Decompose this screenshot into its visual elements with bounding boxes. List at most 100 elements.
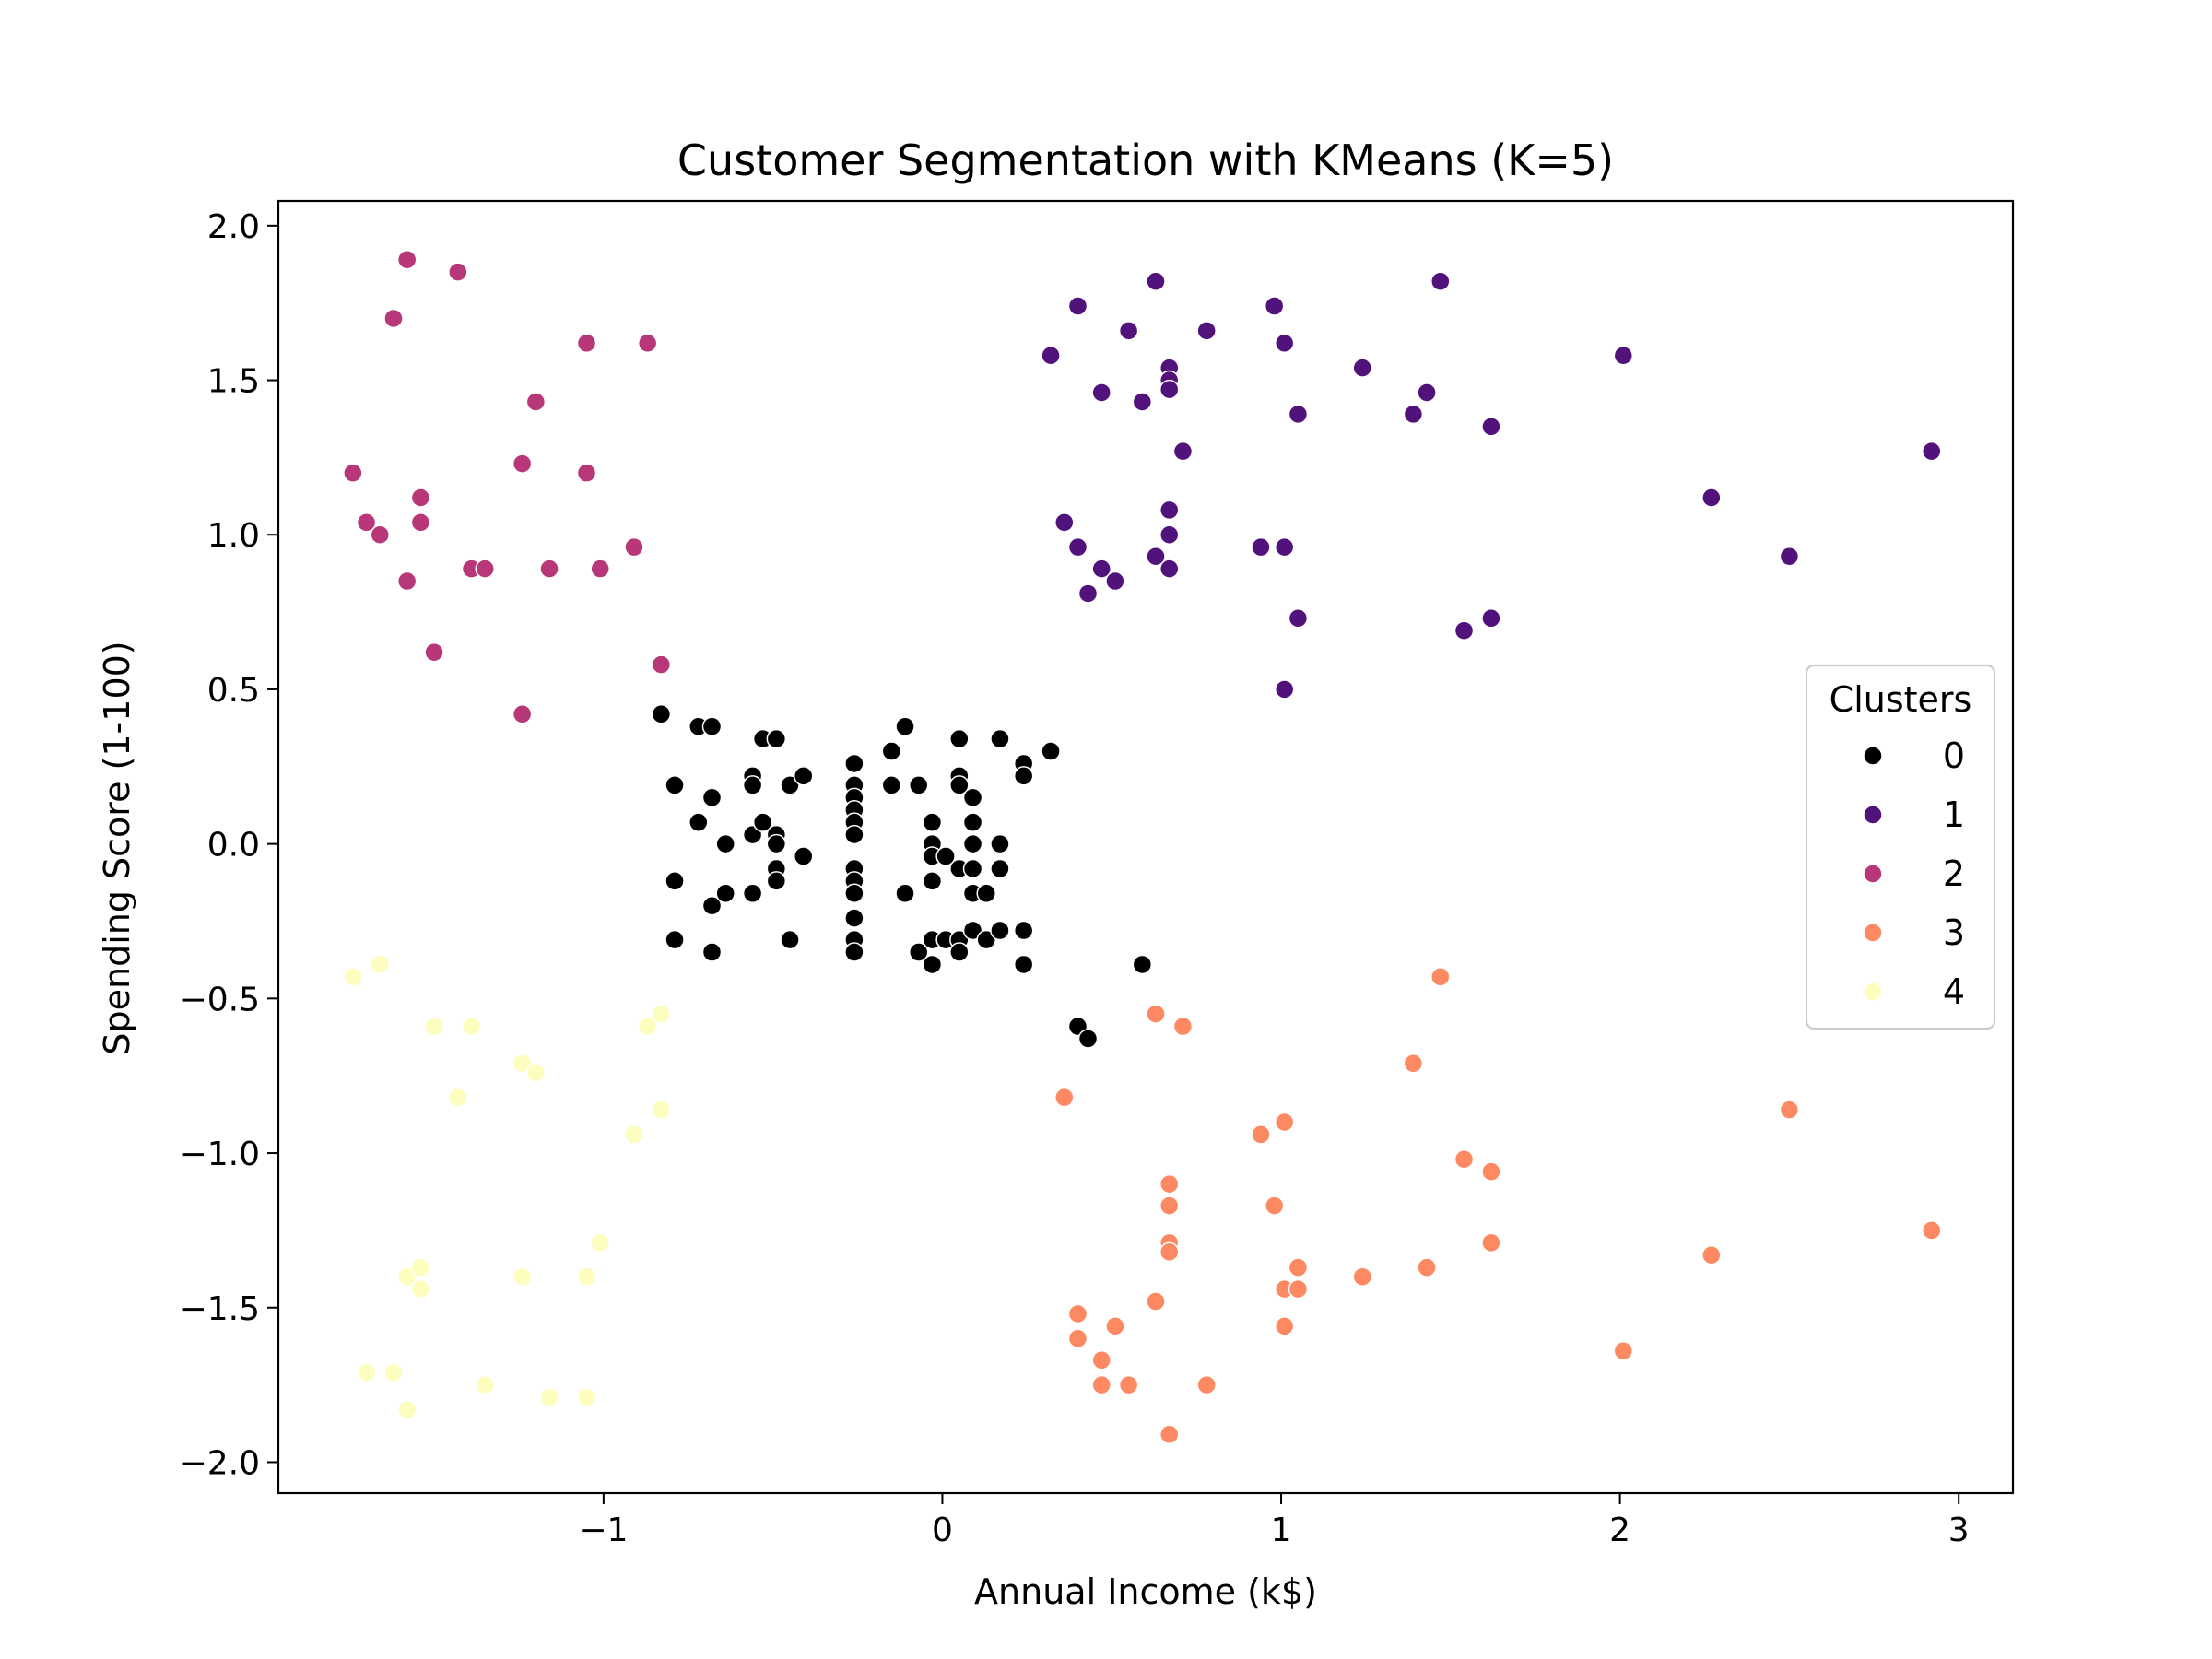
scatter-point-cluster-3 [1481, 1232, 1501, 1253]
scatter-point-cluster-1 [1288, 608, 1309, 629]
scatter-point-cluster-1 [1159, 559, 1180, 579]
scatter-point-cluster-0 [780, 929, 800, 950]
scatter-point-cluster-0 [780, 775, 800, 795]
scatter-point-cluster-3 [1701, 1244, 1722, 1265]
scatter-point-cluster-0 [844, 908, 865, 928]
scatter-point-cluster-0 [1013, 766, 1034, 786]
scatter-point-cluster-0 [922, 954, 943, 975]
scatter-point-cluster-1 [1274, 536, 1295, 558]
scatter-point-cluster-2 [343, 463, 363, 483]
scatter-point-cluster-0 [881, 775, 902, 795]
legend-label: 2 [1943, 853, 1965, 894]
scatter-point-cluster-1 [1041, 345, 1061, 366]
scatter-point-cluster-0 [701, 716, 723, 736]
scatter-point-cluster-2 [637, 333, 658, 354]
scatter-point-cluster-1 [1054, 512, 1075, 533]
scatter-point-cluster-3 [1146, 1004, 1166, 1024]
scatter-point-cluster-2 [370, 524, 391, 545]
scatter-point-cluster-4 [539, 1387, 559, 1407]
y-tick-label: 1.0 [207, 517, 260, 555]
scatter-point-cluster-2 [396, 571, 418, 592]
scatter-point-cluster-0 [793, 846, 814, 866]
scatter-point-cluster-3 [1159, 1173, 1180, 1194]
x-tick-label: 3 [1948, 1512, 1970, 1549]
scatter-point-cluster-3 [1146, 1291, 1166, 1312]
scatter-point-cluster-1 [1077, 583, 1099, 604]
scatter-point-cluster-0 [1041, 741, 1061, 761]
legend-label: 3 [1943, 912, 1965, 953]
scatter-point-cluster-0 [962, 920, 983, 941]
y-tick-label: −2.0 [180, 1444, 260, 1482]
scatter-point-cluster-3 [1159, 1241, 1180, 1263]
scatter-point-cluster-2 [576, 463, 597, 483]
y-axis-ticks: 2.0 1.5 1.0 0.5 0.0 −0.5 −1.0 −1.5 −2.0 [180, 208, 278, 1482]
scatter-point-cluster-4 [356, 1362, 377, 1382]
scatter-point-cluster-0 [962, 833, 983, 854]
legend-label: 4 [1943, 971, 1965, 1012]
scatter-point-cluster-1 [1146, 271, 1166, 291]
x-axis-label: Annual Income (k$) [974, 1571, 1317, 1612]
scatter-point-cluster-2 [424, 641, 444, 663]
x-tick-label: 2 [1609, 1512, 1630, 1549]
scatter-point-cluster-0 [701, 787, 723, 808]
scatter-point-cluster-2 [410, 488, 431, 508]
scatter-point-cluster-0 [766, 833, 787, 854]
scatter-point-cluster-0 [665, 871, 685, 891]
scatter-point-cluster-1 [1172, 441, 1194, 462]
scatter-point-cluster-2 [512, 704, 533, 724]
scatter-point-cluster-2 [448, 262, 468, 282]
scatter-point-cluster-1 [1453, 620, 1475, 641]
scatter-point-cluster-1 [1067, 296, 1088, 316]
scatter-point-cluster-1 [1146, 546, 1166, 567]
scatter-point-cluster-2 [475, 559, 495, 579]
scatter-point-cluster-3 [1417, 1257, 1437, 1277]
scatter-point-cluster-3 [1403, 1053, 1424, 1074]
scatter-point-cluster-3 [1274, 1316, 1295, 1336]
scatter-point-cluster-4 [576, 1387, 597, 1407]
scatter-point-cluster-4 [637, 1016, 658, 1037]
scatter-point-cluster-0 [908, 775, 929, 795]
scatter-point-cluster-0 [922, 812, 943, 832]
scatter-point-cluster-1 [1922, 441, 1942, 462]
scatter-point-cluster-1 [1132, 392, 1153, 412]
legend-title: Clusters [1830, 679, 1972, 720]
scatter-point-cluster-0 [715, 883, 735, 904]
scatter-point-cluster-3 [1172, 1016, 1194, 1037]
scatter-point-cluster-4 [590, 1232, 610, 1253]
scatter-point-cluster-0 [990, 858, 1010, 879]
scatter-point-cluster-0 [688, 812, 709, 832]
scatter-point-cluster-4 [475, 1374, 495, 1395]
scatter-point-cluster-1 [1159, 379, 1180, 400]
scatter-point-cluster-0 [715, 833, 735, 854]
scatter-point-cluster-3 [1251, 1124, 1271, 1145]
scatter-point-cluster-0 [766, 728, 787, 749]
scatter-point-cluster-0 [1132, 954, 1153, 975]
legend-marker [1863, 864, 1883, 884]
scatter-point-cluster-1 [1274, 679, 1295, 700]
scatter-point-cluster-2 [512, 453, 533, 474]
scatter-point-cluster-3 [1613, 1340, 1634, 1361]
scatter-point-cluster-4 [343, 967, 363, 987]
scatter-point-cluster-0 [844, 883, 865, 904]
scatter-point-cluster-1 [1264, 296, 1285, 316]
scatter-point-cluster-4 [410, 1257, 431, 1277]
scatter-point-cluster-4 [651, 1100, 672, 1120]
scatter-point-cluster-1 [1091, 382, 1112, 403]
scatter-point-cluster-2 [356, 512, 377, 533]
scatter-point-cluster-4 [370, 954, 391, 975]
scatter-point-cluster-3 [1352, 1266, 1372, 1287]
scatter-point-cluster-4 [512, 1053, 533, 1074]
scatter-point-cluster-3 [1159, 1195, 1180, 1216]
scatter-point-cluster-4 [525, 1063, 547, 1083]
scatter-point-cluster-3 [1288, 1257, 1309, 1277]
scatter-point-cluster-3 [1091, 1374, 1112, 1395]
scatter-point-cluster-3 [1105, 1316, 1125, 1336]
scatter-point-cluster-0 [651, 704, 672, 724]
scatter-point-cluster-1 [1067, 536, 1088, 558]
scatter-point-cluster-0 [922, 871, 943, 891]
scatter-point-cluster-0 [1013, 954, 1034, 975]
scatter-point-cluster-3 [1159, 1424, 1180, 1445]
chart-title: Customer Segmentation with KMeans (K=5) [677, 135, 1614, 185]
scatter-point-cluster-1 [1430, 271, 1451, 291]
scatter-point-cluster-0 [844, 942, 865, 962]
